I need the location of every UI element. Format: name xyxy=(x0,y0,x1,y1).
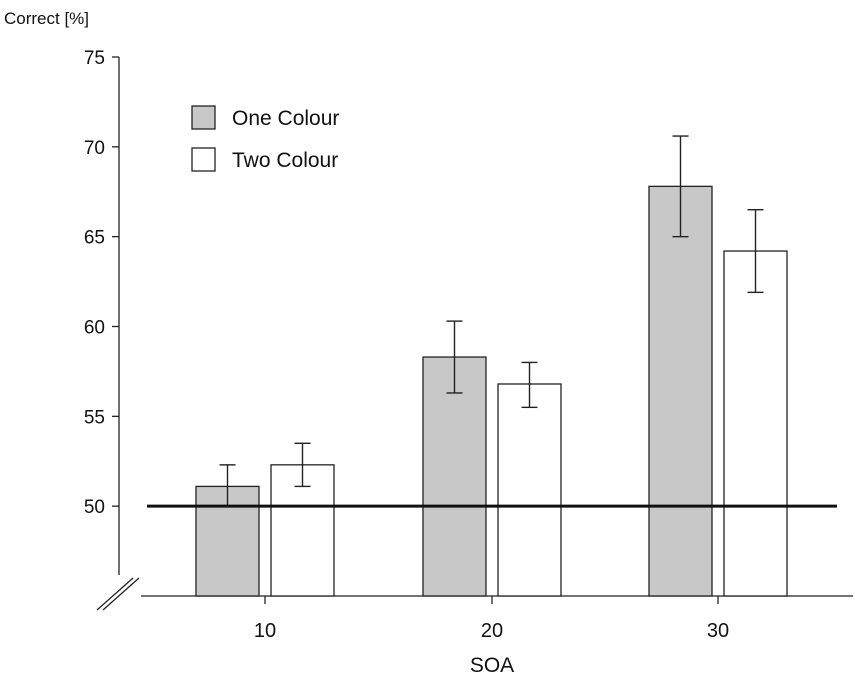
y-tick-label: 75 xyxy=(84,48,105,69)
bars xyxy=(195,185,788,597)
y-ticks: 50 55 60 65 70 75 xyxy=(84,48,119,518)
bar-one-colour xyxy=(648,185,713,597)
legend-swatch-two-colour xyxy=(191,147,216,172)
y-axis-label: Correct [%] xyxy=(4,9,90,28)
bar-two-colour xyxy=(497,383,562,597)
legend-label-two-colour: Two Colour xyxy=(232,149,338,172)
axis-break-line xyxy=(96,577,134,611)
axis-break-line xyxy=(102,577,140,611)
y-tick-label: 50 xyxy=(84,497,105,518)
legend: One Colour Two Colour xyxy=(191,105,339,172)
legend-label-one-colour: One Colour xyxy=(232,107,339,130)
bar-two-colour xyxy=(723,250,788,597)
x-axis-label: SOA xyxy=(470,654,514,677)
y-tick-label: 70 xyxy=(84,138,105,159)
y-tick-label: 60 xyxy=(84,318,105,339)
x-ticks: 10 20 30 xyxy=(254,596,729,642)
y-tick-label: 65 xyxy=(84,228,105,249)
x-tick-label: 20 xyxy=(481,620,503,642)
x-tick-label: 10 xyxy=(254,620,276,642)
axis-break-mark xyxy=(96,577,140,611)
y-tick-label: 55 xyxy=(84,407,105,428)
x-tick-label: 30 xyxy=(707,620,729,642)
legend-swatch-one-colour xyxy=(191,105,216,130)
